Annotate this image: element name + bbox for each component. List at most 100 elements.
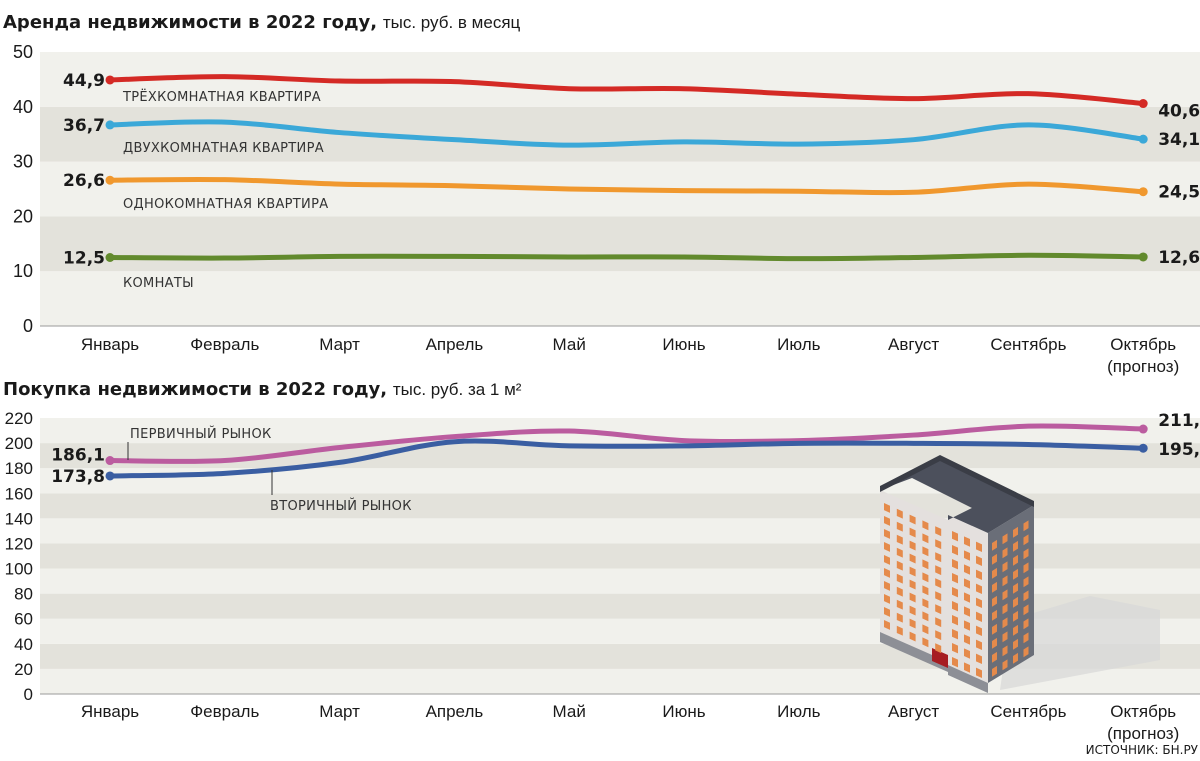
- x-tick-label: Сентябрь: [990, 702, 1066, 721]
- x-tick-label: Январь: [81, 702, 139, 721]
- rent-chart-title: Аренда недвижимости в 2022 году, тыс. ру…: [3, 12, 521, 33]
- building-window: [1002, 589, 1008, 601]
- series-name-label: ОДНОКОМНАТНАЯ КВАРТИРА: [123, 197, 328, 212]
- y-tick-label: 220: [5, 409, 33, 428]
- building-roof-edge: [880, 455, 1034, 507]
- start-value-label: 186,1: [51, 446, 105, 466]
- building-window: [1002, 617, 1008, 629]
- y-tick-label: 20: [13, 206, 33, 226]
- building-roof: [880, 458, 1034, 533]
- building-window: [1023, 534, 1029, 546]
- series-point: [105, 75, 115, 85]
- purchase-chart: 0 20 40 60 80 100 120 140 160 180 200 220 Январь Февр…: [5, 409, 1200, 743]
- building-window: [896, 586, 903, 597]
- building-window: [964, 662, 970, 673]
- building-window: [1002, 575, 1008, 587]
- building-window: [1023, 646, 1029, 658]
- building-window: [1013, 568, 1018, 580]
- building-window: [922, 585, 929, 596]
- y-tick-label: 160: [5, 484, 33, 503]
- building-window: [964, 620, 970, 631]
- start-value-label: 36,7: [63, 116, 105, 136]
- building-window: [896, 547, 903, 558]
- building-window: [964, 550, 970, 561]
- series-point: [105, 175, 115, 185]
- building-window: [952, 643, 958, 654]
- grid-band: [40, 106, 1200, 162]
- building-window: [964, 578, 970, 589]
- building-shadow: [1000, 596, 1160, 690]
- series-name-label: ДВУХКОМНАТНАЯ КВАРТИРА: [123, 141, 324, 156]
- building-window: [909, 566, 916, 577]
- building-window: [992, 637, 997, 649]
- building-base: [880, 632, 948, 672]
- building-window: [909, 605, 916, 616]
- y-tick-label: 40: [14, 635, 33, 654]
- y-tick-label: 0: [23, 316, 33, 336]
- building-base: [948, 665, 988, 693]
- building-window: [1013, 624, 1018, 636]
- start-value-label: 173,8: [51, 467, 105, 487]
- building-window: [909, 579, 916, 590]
- building-window: [952, 601, 958, 612]
- x-tick-label: Июль: [777, 702, 821, 721]
- building-window: [909, 514, 916, 525]
- building-window: [884, 542, 890, 552]
- building-window: [992, 581, 997, 593]
- building-window: [896, 612, 903, 623]
- x-tick-label: Октябрь: [1110, 335, 1176, 354]
- building-window: [992, 595, 997, 607]
- building-window: [935, 552, 942, 563]
- x-tick-label: Апрель: [426, 702, 484, 721]
- building-window: [964, 564, 970, 575]
- end-value-label: 211,2: [1158, 411, 1200, 431]
- building-window: [935, 591, 942, 602]
- x-tick-label: Март: [319, 702, 360, 721]
- building-entrance: [932, 648, 948, 668]
- building-window: [935, 565, 942, 576]
- series-line: [107, 74, 1146, 107]
- y-tick-label: 40: [13, 97, 33, 117]
- series-line: [107, 423, 1146, 464]
- building-window: [952, 657, 958, 668]
- x-tick-label: Февраль: [190, 335, 259, 354]
- x-tick-label: Октябрь: [1110, 702, 1176, 721]
- building-window: [1023, 604, 1029, 616]
- building-window: [909, 527, 916, 538]
- building-window: [964, 648, 970, 659]
- building-window: [992, 665, 997, 677]
- building-window: [976, 625, 982, 637]
- building-window: [884, 594, 890, 604]
- building-window: [922, 559, 929, 570]
- end-value-label: 34,1: [1158, 130, 1200, 150]
- x-tick-label: Май: [553, 702, 586, 721]
- building-window: [952, 615, 958, 626]
- building-window: [1013, 652, 1018, 664]
- y-tick-label: 60: [14, 610, 33, 629]
- building-window: [922, 533, 929, 544]
- y-tick-label: 20: [14, 660, 33, 679]
- building-window: [1002, 645, 1008, 657]
- forecast-note: (прогноз): [1107, 724, 1179, 743]
- series-line: [107, 119, 1146, 148]
- building-window: [909, 540, 916, 551]
- x-tick-label: Июнь: [662, 702, 705, 721]
- building-window: [909, 553, 916, 564]
- y-tick-label: 200: [5, 434, 33, 453]
- building-window: [1002, 603, 1008, 615]
- apartment-building-illustration: [880, 455, 1160, 693]
- y-tick-label: 30: [13, 152, 33, 172]
- building-window: [896, 599, 903, 610]
- building-window: [1013, 582, 1018, 594]
- building-window: [896, 625, 903, 636]
- y-tick-label: 180: [5, 459, 33, 478]
- building-window: [1013, 638, 1018, 650]
- building-window: [952, 531, 958, 542]
- y-tick-label: 50: [13, 42, 33, 62]
- grid-band: [40, 52, 1200, 107]
- building-window: [976, 653, 982, 665]
- purchase-chart-title: Покупка недвижимости в 2022 году, тыс. р…: [3, 379, 522, 400]
- building-window: [884, 503, 890, 513]
- series-point: [1138, 252, 1148, 262]
- series-point: [105, 120, 115, 130]
